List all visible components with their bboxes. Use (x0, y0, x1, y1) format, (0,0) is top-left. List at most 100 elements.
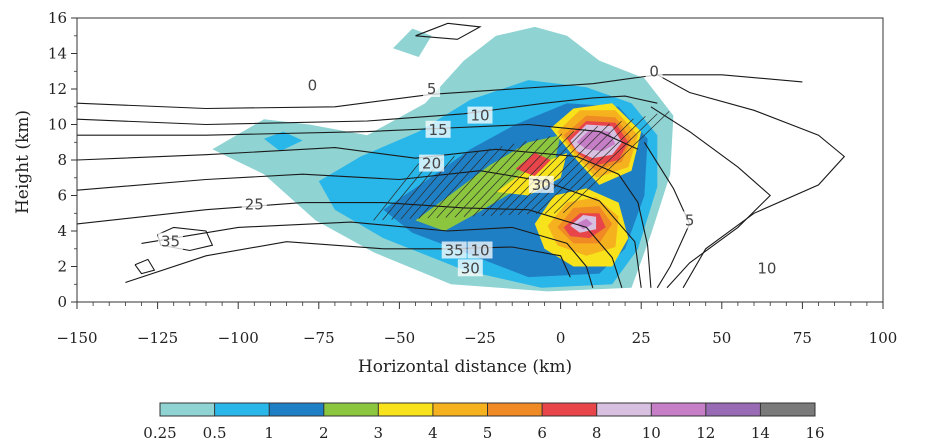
hatch-line-16 (517, 123, 610, 215)
hatch-line-5 (418, 150, 479, 219)
x-axis-title: Horizontal distance (km) (358, 357, 572, 377)
y-tick-label: 10 (48, 116, 67, 134)
y-tick-label: 0 (57, 293, 67, 311)
contour-label: 25 (245, 195, 264, 213)
x-tick-label: 100 (869, 329, 898, 347)
colorbar-label: 0.5 (203, 424, 227, 442)
x-tick-label: 0 (556, 329, 566, 347)
hatch-line-19 (544, 116, 646, 214)
contour-label: 30 (532, 176, 551, 194)
hatch-line-18 (535, 118, 634, 215)
hatch-line-9 (454, 140, 527, 218)
contour-label-bg-5 (419, 154, 445, 172)
contour-label: 0 (308, 77, 318, 95)
reflectivity-region-1 (393, 28, 432, 57)
hatch-line-14 (499, 128, 586, 216)
contour-line-0 (76, 74, 803, 110)
contour-line-6 (141, 221, 594, 288)
contour-label-bg-2 (423, 80, 441, 97)
y-axis-title: Height (km) (13, 110, 33, 214)
colorbar-swatch (214, 403, 270, 416)
y-tick-label: 12 (48, 80, 67, 98)
hatch-line-11 (472, 135, 551, 217)
x-tick-label: −50 (384, 329, 416, 347)
colorbar-swatch (596, 403, 652, 416)
contour-label: 15 (429, 121, 448, 139)
hatch-line-3 (400, 155, 455, 220)
reflectivity-region-3 (264, 131, 303, 152)
reflectivity-region-19 (576, 218, 593, 230)
contour-line-12 (134, 258, 156, 275)
contour-label-bg-7 (528, 175, 554, 193)
colorbar-label: 2 (319, 424, 329, 442)
contour-line-8 (657, 74, 846, 289)
colorbar-label: 12 (696, 424, 715, 442)
contour-label-bg-13 (754, 259, 780, 277)
x-tick-label: −100 (218, 329, 259, 347)
colorbar-label: 3 (374, 424, 384, 442)
y-axis-ticks: 0 2 4 6 8 10 12 14 16 (48, 9, 77, 311)
contour-label-bg-11 (467, 241, 493, 259)
colorbar-swatch (651, 403, 706, 416)
colorbar-label: 16 (805, 424, 824, 442)
y-tick-label: 8 (57, 151, 67, 169)
colorbar-swatch (760, 403, 815, 416)
contour-label-bg-0 (303, 76, 321, 94)
reflectivity-region-15 (515, 152, 551, 176)
colorbar-swatch (323, 403, 379, 416)
hatch-line-15 (508, 126, 598, 216)
contour-label: 20 (422, 155, 441, 173)
colorbar-label: 6 (537, 424, 547, 442)
x-tick-label: −150 (56, 329, 97, 347)
contour-label-bg-6 (241, 195, 267, 213)
hatch-line-21 (562, 111, 670, 214)
contour-line-13 (415, 22, 482, 40)
contour-label-bg-3 (467, 106, 493, 124)
x-tick-label: −125 (137, 329, 178, 347)
colorbar-swatch (269, 403, 324, 416)
x-tick-label: 25 (632, 329, 651, 347)
hatch-line-13 (490, 130, 575, 216)
contour-line-9 (650, 106, 772, 289)
contour-label: 35 (445, 242, 464, 260)
colorbar-label: 14 (751, 424, 770, 442)
hatch-line-4 (409, 153, 467, 220)
x-tick-label: 50 (712, 329, 731, 347)
contour-label-bg-12 (457, 259, 483, 277)
contour-label-bg-4 (425, 120, 451, 138)
colorbar-label: 5 (483, 424, 493, 442)
hatch-line-12 (481, 133, 563, 217)
colorbar-swatch (487, 403, 543, 416)
y-tick-label: 14 (48, 45, 67, 63)
contour-label-bg-1 (645, 62, 663, 80)
y-tick-label: 2 (57, 258, 67, 276)
contour-label: 5 (427, 80, 437, 98)
colorbar-label: 10 (642, 424, 661, 442)
contour-label: 0 (649, 62, 659, 80)
y-tick-label: 4 (57, 222, 67, 240)
contour-label: 10 (470, 242, 489, 260)
x-axis-ticks: −150 −125 −100 −75 −50 −25 0 25 50 75 100 (56, 302, 897, 347)
contour-label: 10 (470, 107, 489, 125)
contour-line-1 (76, 95, 658, 126)
contour-label-bg-10 (681, 211, 699, 229)
contour-line-7 (125, 241, 571, 284)
colorbar-swatch (542, 403, 597, 416)
contour-label: 30 (461, 259, 480, 277)
contour-label-bg-8 (158, 232, 183, 250)
colorbar-label: 1 (264, 424, 274, 442)
x-tick-label: −75 (303, 329, 335, 347)
colorbar-swatch (705, 403, 761, 416)
colorbar-swatch (160, 403, 215, 416)
colorbar-label: 4 (428, 424, 438, 442)
hatch-line-17 (526, 121, 622, 215)
y-tick-label: 16 (48, 9, 67, 27)
y-tick-label: 6 (57, 187, 67, 205)
colorbar-label: 8 (592, 424, 602, 442)
colorbar-label: 0.25 (143, 424, 176, 442)
hatch-line-10 (463, 138, 539, 218)
hatch-line-0 (373, 163, 419, 221)
contour-label: 5 (685, 211, 695, 229)
